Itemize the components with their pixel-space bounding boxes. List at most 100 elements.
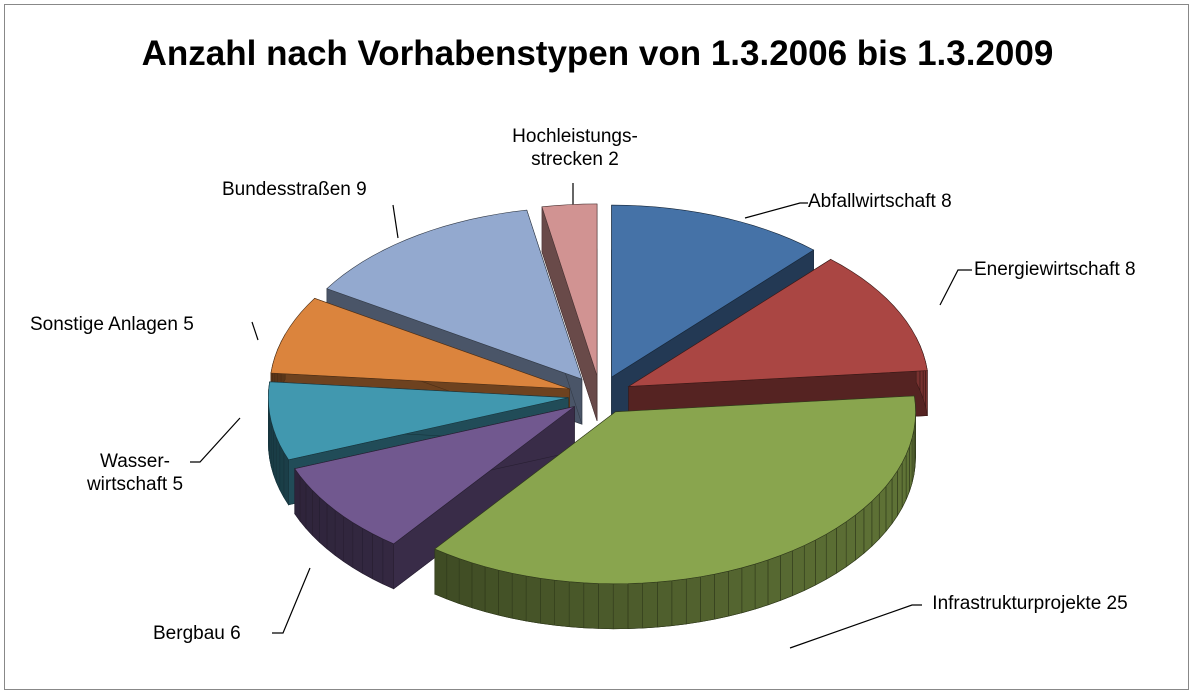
- label-value: 8: [941, 191, 952, 212]
- label-value: 8: [1125, 259, 1136, 280]
- label-value: 25: [1106, 593, 1128, 614]
- data-label: Energiewirtschaft 8: [974, 258, 1194, 281]
- slice-wall: [283, 451, 289, 506]
- leader-line: [939, 269, 972, 306]
- slice-wall: [382, 538, 394, 590]
- slice-wall: [540, 577, 555, 626]
- slice-wall: [326, 503, 336, 556]
- slice-wall: [458, 558, 473, 609]
- slice-wall: [434, 548, 448, 600]
- slice-wall: [362, 527, 373, 580]
- slice: [541, 203, 598, 376]
- leader-lines: [190, 183, 972, 649]
- data-label: Sonstige Anlagen 5: [30, 313, 260, 336]
- data-label: Hochleistungs-strecken 2: [500, 125, 650, 171]
- slice-wall: [901, 454, 907, 508]
- slice-wall: [871, 493, 880, 547]
- label-value: 5: [183, 314, 194, 335]
- slice: [434, 395, 916, 585]
- slice-wall: [498, 569, 513, 619]
- label-category: Sonstige Anlagen: [30, 314, 178, 335]
- pie: [268, 203, 928, 630]
- label-category: Bundesstraßen: [222, 179, 351, 200]
- data-label: Infrastrukturprojekte 25: [900, 592, 1160, 615]
- label-category: Infrastrukturprojekte: [932, 593, 1102, 614]
- slice-wall: [780, 550, 793, 601]
- slice-wall: [270, 421, 274, 475]
- slice: [294, 405, 575, 590]
- slice-wall: [897, 461, 903, 517]
- slice-wall: [343, 515, 354, 569]
- slice-wall: [671, 578, 687, 627]
- slice-wall: [803, 539, 816, 591]
- slice-wall: [728, 567, 743, 617]
- data-label: Wasser-wirtschaft 5: [70, 450, 200, 496]
- slice-wall: [855, 507, 865, 561]
- slice-wall: [700, 573, 715, 623]
- slice-wall: [511, 572, 527, 622]
- leader-line: [251, 321, 259, 341]
- slice-wall: [792, 545, 805, 597]
- leader-line: [789, 604, 922, 649]
- slice-wall: [279, 444, 285, 498]
- label-category: Abfallwirtschaft: [808, 191, 936, 212]
- slice-wall: [825, 527, 837, 580]
- slice-wall: [885, 477, 893, 533]
- slice-wall: [305, 482, 313, 537]
- slice: [326, 209, 583, 380]
- label-value: 6: [230, 623, 241, 644]
- label-category: Bergbau: [153, 623, 225, 644]
- slice-wall: [583, 582, 599, 629]
- slice: [268, 381, 569, 461]
- slice-wall: [905, 446, 910, 500]
- slice: [294, 406, 575, 545]
- slice-wall: [767, 555, 781, 606]
- slice: [627, 258, 928, 387]
- label-value: 9: [356, 179, 367, 200]
- slice-wall: [554, 579, 570, 628]
- slice-wall: [273, 429, 277, 483]
- slice-wall: [525, 575, 541, 624]
- slice-wall: [878, 485, 887, 540]
- slice-wall: [294, 467, 301, 522]
- slice-wall: [891, 469, 898, 525]
- slice-wall: [484, 566, 499, 616]
- leader-line: [392, 204, 399, 239]
- slice-wall: [319, 496, 328, 550]
- label-category: Wasser-wirtschaft: [86, 451, 171, 495]
- leader-line: [272, 567, 311, 634]
- slice-wall: [471, 562, 486, 613]
- label-value: 5: [172, 474, 184, 495]
- slice-wall: [352, 521, 363, 574]
- slice: [270, 298, 570, 390]
- data-label: Bundesstraßen 9: [222, 178, 422, 201]
- slice-wall: [612, 583, 629, 630]
- slice-wall: [642, 581, 658, 629]
- slice: [434, 395, 916, 630]
- chart-frame: [4, 4, 1189, 690]
- slice-wall: [741, 563, 756, 614]
- slice-wall: [299, 475, 307, 530]
- slice-wall: [657, 580, 673, 628]
- slice: [541, 203, 598, 421]
- slice-wall: [312, 489, 320, 543]
- leader-line: [744, 202, 808, 219]
- slice-wall: [446, 553, 460, 604]
- slice-wall: [275, 436, 281, 490]
- slice-wall: [598, 583, 614, 630]
- label-category: Energiewirtschaft: [974, 259, 1120, 280]
- slice-wall: [845, 514, 856, 568]
- slice-wall: [754, 559, 769, 610]
- slice-wall: [627, 582, 643, 629]
- slice-wall: [836, 521, 847, 574]
- slice-wall: [714, 570, 729, 620]
- leader-line: [190, 417, 241, 463]
- slice: [611, 204, 815, 378]
- slice-wall: [568, 581, 585, 629]
- label-value: 2: [608, 149, 619, 170]
- chart-title: Anzahl nach Vorhabenstypen von 1.3.2006 …: [141, 34, 1054, 73]
- slice-wall: [334, 509, 344, 563]
- slice-wall: [372, 533, 384, 585]
